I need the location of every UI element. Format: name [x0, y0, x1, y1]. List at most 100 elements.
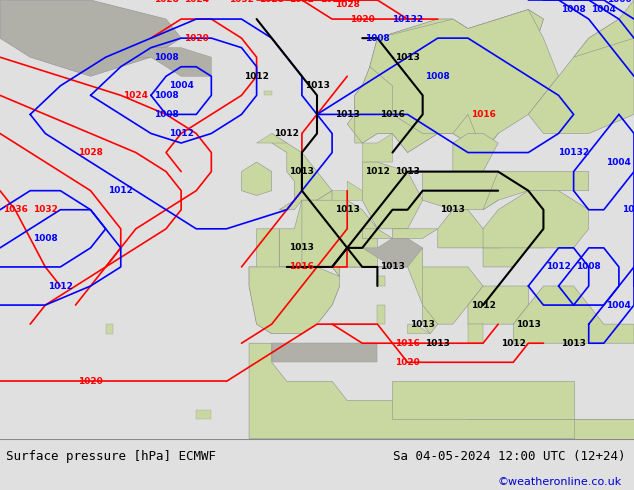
Polygon shape — [423, 172, 498, 210]
Polygon shape — [272, 133, 332, 210]
Text: ©weatheronline.co.uk: ©weatheronline.co.uk — [497, 477, 621, 487]
Polygon shape — [362, 229, 392, 238]
Text: 1012: 1012 — [546, 263, 571, 271]
Polygon shape — [279, 191, 377, 276]
Polygon shape — [355, 9, 543, 152]
Text: 1028: 1028 — [335, 0, 359, 9]
Polygon shape — [377, 276, 385, 286]
Text: 1012: 1012 — [169, 129, 193, 138]
Text: 1032: 1032 — [229, 0, 254, 4]
Text: 1012: 1012 — [275, 129, 299, 138]
Polygon shape — [197, 410, 211, 419]
Text: 1004: 1004 — [607, 158, 631, 167]
Polygon shape — [362, 162, 423, 229]
Polygon shape — [377, 305, 385, 324]
Text: 1013: 1013 — [290, 167, 314, 176]
Text: 1012: 1012 — [244, 72, 269, 81]
Polygon shape — [249, 343, 634, 439]
Text: 1016: 1016 — [380, 110, 405, 119]
Text: 1013: 1013 — [516, 319, 541, 329]
Text: 1004: 1004 — [169, 81, 193, 90]
Polygon shape — [437, 210, 514, 248]
Text: 1020: 1020 — [395, 358, 420, 367]
Polygon shape — [423, 267, 483, 324]
Polygon shape — [408, 324, 430, 334]
Text: 1012: 1012 — [501, 339, 526, 348]
Polygon shape — [483, 172, 589, 210]
Polygon shape — [249, 267, 340, 334]
Text: 1028: 1028 — [259, 0, 284, 4]
Text: 1013: 1013 — [395, 53, 420, 62]
Text: 1013: 1013 — [425, 339, 450, 348]
Polygon shape — [370, 9, 559, 152]
Text: 1024: 1024 — [335, 0, 359, 4]
Polygon shape — [302, 191, 377, 276]
Polygon shape — [332, 181, 362, 200]
Text: 1000: 1000 — [622, 205, 634, 214]
Polygon shape — [347, 9, 543, 152]
Text: 1020: 1020 — [78, 377, 103, 386]
Polygon shape — [242, 162, 272, 196]
Polygon shape — [362, 238, 423, 267]
Text: 1013: 1013 — [335, 205, 359, 214]
Text: 1013: 1013 — [410, 319, 435, 329]
Polygon shape — [392, 381, 574, 419]
Polygon shape — [106, 324, 113, 334]
Polygon shape — [392, 229, 437, 238]
Text: 1013: 1013 — [561, 339, 586, 348]
Text: 1013: 1013 — [380, 263, 405, 271]
Text: 1032: 1032 — [33, 205, 58, 214]
Polygon shape — [249, 229, 340, 334]
Text: 1024: 1024 — [124, 91, 148, 100]
Text: 1012: 1012 — [48, 282, 73, 291]
Text: 1013: 1013 — [335, 110, 359, 119]
Polygon shape — [453, 133, 498, 171]
Text: 1012: 1012 — [365, 167, 390, 176]
Text: 1020: 1020 — [184, 34, 209, 43]
Text: 1008: 1008 — [33, 234, 58, 243]
Polygon shape — [468, 324, 483, 343]
Text: 1000: 1000 — [607, 0, 631, 4]
Text: 1008: 1008 — [561, 5, 586, 14]
Polygon shape — [574, 0, 634, 57]
Text: 10132: 10132 — [392, 15, 423, 24]
Text: 1004: 1004 — [607, 300, 631, 310]
Text: 1008: 1008 — [153, 91, 178, 100]
Polygon shape — [514, 286, 634, 343]
Text: 1024: 1024 — [320, 0, 345, 4]
Text: 1036: 1036 — [3, 205, 27, 214]
Text: 1013: 1013 — [441, 205, 465, 214]
Text: 1016: 1016 — [395, 339, 420, 348]
Text: 10132: 10132 — [558, 148, 589, 157]
Text: 1004: 1004 — [592, 5, 616, 14]
Polygon shape — [136, 48, 211, 76]
Text: 1020: 1020 — [350, 15, 375, 24]
Text: 1013: 1013 — [290, 244, 314, 252]
Text: 1008: 1008 — [365, 34, 390, 43]
Polygon shape — [483, 191, 589, 248]
Text: 1028: 1028 — [153, 0, 179, 4]
Text: 1013: 1013 — [395, 167, 420, 176]
Text: 1008: 1008 — [153, 110, 178, 119]
Text: 1013: 1013 — [304, 81, 330, 90]
Text: 1016: 1016 — [290, 263, 314, 271]
Text: 1008: 1008 — [153, 53, 178, 62]
Polygon shape — [528, 19, 634, 133]
Text: 1028: 1028 — [78, 148, 103, 157]
Text: 1008: 1008 — [425, 72, 450, 81]
Polygon shape — [257, 133, 287, 143]
Polygon shape — [362, 248, 437, 334]
Text: Surface pressure [hPa] ECMWF: Surface pressure [hPa] ECMWF — [6, 450, 216, 463]
Text: 1024: 1024 — [184, 0, 209, 4]
Text: Sa 04-05-2024 12:00 UTC (12+24): Sa 04-05-2024 12:00 UTC (12+24) — [393, 450, 626, 463]
Text: 1032: 1032 — [290, 0, 314, 4]
Text: 1008: 1008 — [576, 263, 601, 271]
Polygon shape — [264, 91, 272, 96]
Text: 1012: 1012 — [108, 186, 133, 195]
Polygon shape — [574, 419, 634, 439]
Polygon shape — [362, 133, 392, 162]
Polygon shape — [272, 343, 377, 362]
Polygon shape — [468, 286, 528, 324]
Text: 1012: 1012 — [470, 300, 496, 310]
Polygon shape — [0, 0, 181, 76]
